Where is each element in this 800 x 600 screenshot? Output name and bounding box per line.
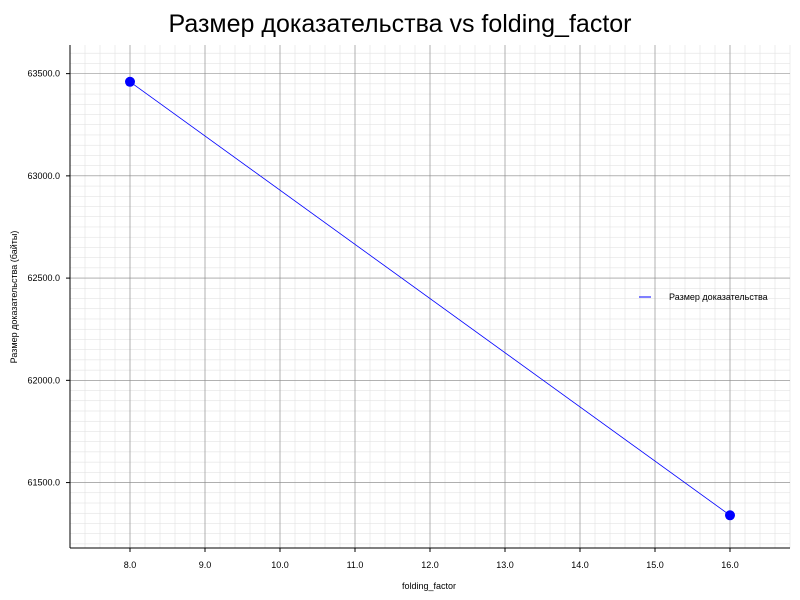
y-tick-label: 63000.0	[27, 171, 60, 181]
x-axis-ticks: 8.0 9.0 10.0 11.0 12.0 13.0 14.0 15.0 16.0	[124, 548, 739, 570]
x-tick-label: 13.0	[496, 560, 514, 570]
series-line	[129, 81, 731, 516]
y-axis-ticks: 61500.0 62000.0 62500.0 63000.0 63500.0	[27, 69, 70, 488]
data-point	[725, 510, 735, 521]
legend: Размер доказательства	[639, 292, 768, 302]
major-grid	[70, 45, 790, 548]
x-tick-label: 12.0	[421, 560, 439, 570]
x-tick-label: 14.0	[571, 560, 589, 570]
x-tick-label: 15.0	[646, 560, 664, 570]
x-tick-label: 8.0	[124, 560, 137, 570]
y-tick-label: 62500.0	[27, 273, 60, 283]
data-point	[125, 76, 135, 87]
series-layer	[125, 76, 735, 521]
y-tick-label: 62000.0	[27, 375, 60, 385]
legend-label: Размер доказательства	[669, 292, 768, 302]
x-tick-label: 9.0	[199, 560, 212, 570]
x-tick-label: 10.0	[271, 560, 289, 570]
y-tick-label: 61500.0	[27, 478, 60, 488]
x-tick-label: 16.0	[721, 560, 739, 570]
chart-title: Размер доказательства vs folding_factor	[168, 10, 632, 38]
x-axis-label: folding_factor	[402, 581, 456, 591]
y-axis-label: Размер доказательства (байты)	[9, 231, 19, 364]
y-tick-label: 63500.0	[27, 69, 60, 79]
x-tick-label: 11.0	[347, 560, 364, 570]
